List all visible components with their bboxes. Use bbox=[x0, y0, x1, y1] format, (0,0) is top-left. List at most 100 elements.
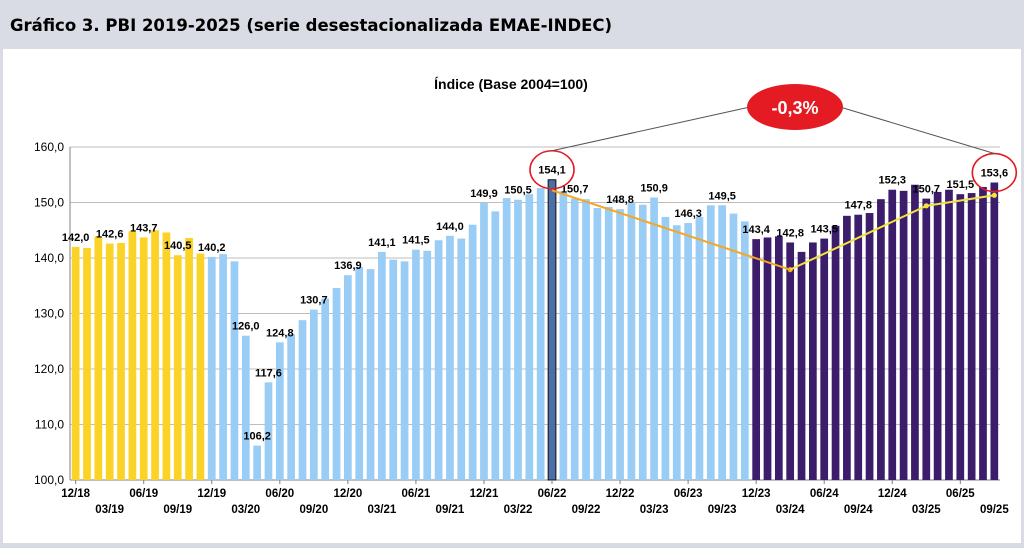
y-tick-label: 150,0 bbox=[34, 196, 64, 210]
bar bbox=[979, 186, 987, 480]
bar bbox=[786, 242, 795, 480]
data-labels: 142,0 142,6 143,7 140,5 140,2 126,0 106,2 117,6… bbox=[62, 165, 1008, 443]
bar bbox=[423, 250, 432, 480]
bar bbox=[695, 216, 704, 480]
bar bbox=[831, 225, 840, 480]
bar bbox=[967, 193, 976, 480]
bar bbox=[877, 199, 885, 481]
data-label: 143,4 bbox=[742, 224, 770, 236]
x-tick-label: 06/25 bbox=[946, 488, 975, 500]
bar bbox=[990, 182, 999, 480]
bar bbox=[275, 342, 284, 480]
bar bbox=[525, 194, 534, 481]
x-tick-label: 06/23 bbox=[674, 488, 703, 500]
annotations: -0,3% bbox=[529, 84, 1018, 193]
bar bbox=[117, 243, 125, 480]
bar bbox=[83, 248, 91, 480]
bar bbox=[899, 190, 908, 480]
data-label: 130,7 bbox=[300, 295, 328, 307]
data-label: 117,6 bbox=[255, 367, 282, 379]
bar bbox=[774, 236, 783, 480]
bar bbox=[446, 235, 454, 480]
data-label: 149,5 bbox=[708, 190, 736, 202]
data-label: 152,3 bbox=[878, 175, 906, 187]
bar bbox=[684, 223, 692, 480]
x-tick-label: 09/24 bbox=[844, 504, 873, 516]
x-tick-label: 03/20 bbox=[231, 504, 260, 516]
data-label: 140,2 bbox=[198, 242, 226, 254]
data-label: 149,9 bbox=[470, 188, 498, 200]
bar-chart: Índice (Base 2004=100) 100,0 110,0 120,0 13… bbox=[34, 76, 1018, 516]
bar bbox=[332, 287, 341, 480]
x-tick-label: 03/19 bbox=[95, 504, 124, 516]
bar bbox=[570, 198, 579, 481]
bar bbox=[400, 261, 409, 480]
x-tick-label: 03/24 bbox=[776, 504, 805, 516]
data-label: 141,1 bbox=[368, 237, 396, 249]
bar bbox=[94, 236, 103, 480]
data-label: 140,5 bbox=[164, 240, 192, 252]
data-label: 143,5 bbox=[810, 224, 838, 236]
bar bbox=[752, 239, 761, 480]
bar bbox=[933, 191, 942, 480]
bar bbox=[491, 211, 500, 480]
bar bbox=[241, 335, 250, 480]
data-label: 146,3 bbox=[674, 208, 702, 220]
y-tick-label: 110,0 bbox=[35, 418, 64, 432]
bar bbox=[740, 221, 749, 480]
x-tick-label: 09/23 bbox=[708, 504, 737, 516]
page-title: Gráfico 3. PBI 2019-2025 (serie desestac… bbox=[10, 16, 613, 35]
bar bbox=[128, 231, 137, 480]
bar bbox=[412, 249, 420, 480]
x-tick-label: 09/22 bbox=[572, 504, 601, 516]
bar bbox=[582, 199, 590, 481]
x-tick-label: 03/25 bbox=[912, 504, 941, 516]
data-label: 126,0 bbox=[232, 321, 260, 333]
bar bbox=[389, 259, 398, 480]
data-label: 150,7 bbox=[913, 184, 941, 196]
y-tick-label: 160,0 bbox=[34, 140, 64, 154]
bar bbox=[843, 215, 851, 480]
data-label: 147,8 bbox=[844, 200, 872, 212]
bar bbox=[219, 254, 227, 480]
bar bbox=[502, 198, 511, 480]
bar bbox=[378, 251, 386, 480]
x-tick-label: 09/19 bbox=[163, 504, 192, 516]
x-tick-label: 12/20 bbox=[333, 488, 362, 500]
data-label: 136,9 bbox=[334, 260, 362, 272]
x-tick-label: 06/20 bbox=[265, 488, 294, 500]
bar bbox=[865, 213, 874, 481]
bar bbox=[945, 189, 953, 481]
bar bbox=[706, 205, 715, 480]
chart-title: Índice (Base 2004=100) bbox=[434, 76, 588, 92]
x-tick-label: 12/24 bbox=[878, 488, 907, 500]
x-tick-label: 06/22 bbox=[538, 488, 567, 500]
bar bbox=[797, 251, 806, 480]
y-axis: 100,0 110,0 120,0 130,0 140,0 150,0 160,0 bbox=[34, 140, 1000, 487]
bar bbox=[888, 189, 897, 481]
data-label: 151,5 bbox=[947, 179, 975, 191]
data-label: 124,8 bbox=[266, 327, 294, 339]
bar bbox=[298, 320, 307, 480]
data-label: 144,0 bbox=[436, 221, 464, 233]
bar bbox=[264, 382, 273, 480]
x-tick-label: 12/19 bbox=[197, 488, 226, 500]
connector-line bbox=[551, 106, 751, 152]
x-tick-label: 12/22 bbox=[606, 488, 635, 500]
bar bbox=[355, 266, 364, 480]
x-tick-label: 09/20 bbox=[299, 504, 328, 516]
trend-line bbox=[551, 189, 791, 271]
x-tick-label: 12/18 bbox=[61, 488, 90, 500]
bar bbox=[922, 198, 931, 481]
bar bbox=[309, 309, 318, 480]
data-label: 148,8 bbox=[606, 194, 634, 206]
chart-panel: Índice (Base 2004=100) 100,0 110,0 120,0 13… bbox=[3, 49, 1021, 543]
trend-point bbox=[991, 192, 997, 198]
y-tick-label: 130,0 bbox=[34, 307, 64, 321]
data-label: 106,2 bbox=[243, 431, 271, 443]
bar bbox=[139, 237, 148, 480]
x-tick-label: 09/21 bbox=[436, 504, 465, 516]
bar bbox=[616, 209, 624, 480]
bars bbox=[71, 179, 999, 481]
data-label: 154,1 bbox=[538, 165, 566, 177]
